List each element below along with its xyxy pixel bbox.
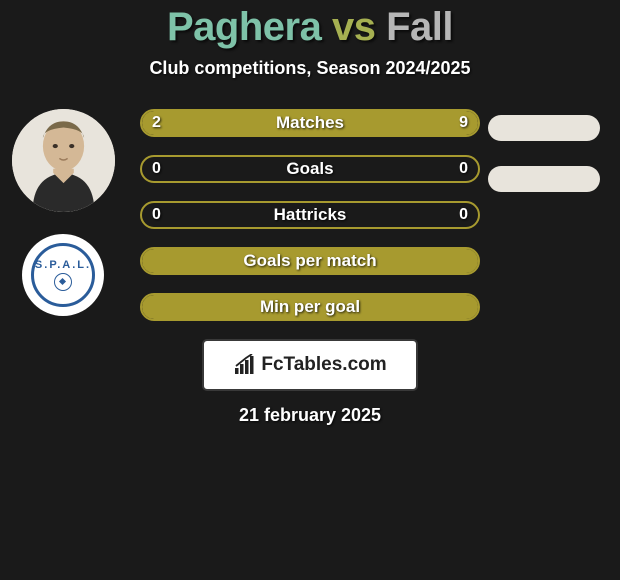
- stat-track: [140, 247, 480, 275]
- avatar-placeholder-icon: [12, 109, 115, 212]
- player1-club-logo: S.P.A.L.: [22, 234, 104, 316]
- player2-club-placeholder: [488, 166, 600, 192]
- page-title: Paghera vs Fall: [0, 5, 620, 50]
- stat-row: Goals per match: [140, 247, 480, 275]
- comparison-panel: S.P.A.L. Matches29 Goals00 Hattricks00 Goal…: [0, 109, 620, 426]
- subtitle: Club competitions, Season 2024/2025: [0, 58, 620, 79]
- stat-track: [140, 109, 480, 137]
- club-name: S.P.A.L.: [35, 259, 91, 271]
- player2-avatar-placeholder: [488, 115, 600, 141]
- stat-track: [140, 155, 480, 183]
- player1-avatar: [12, 109, 115, 212]
- footer-date: 21 february 2025: [0, 405, 620, 426]
- stat-row: Goals00: [140, 155, 480, 183]
- brand-box[interactable]: FcTables.com: [202, 339, 418, 391]
- stat-track: [140, 293, 480, 321]
- stat-fill-left: [142, 249, 478, 273]
- title-player2: Fall: [386, 5, 453, 49]
- stat-row: Hattricks00: [140, 201, 480, 229]
- stat-fill-left: [142, 295, 478, 319]
- player1-column: S.P.A.L.: [8, 109, 118, 316]
- title-vs: vs: [332, 5, 376, 49]
- stat-fill-left: [142, 111, 202, 135]
- stat-fill-right: [202, 111, 478, 135]
- chart-icon: [233, 354, 257, 376]
- stat-row: Min per goal: [140, 293, 480, 321]
- stat-bars: Matches29 Goals00 Hattricks00 Goals per mat…: [140, 109, 480, 321]
- stat-track: [140, 201, 480, 229]
- brand-label: FcTables.com: [261, 354, 386, 376]
- club-badge-icon: S.P.A.L.: [31, 243, 95, 307]
- player2-column: [488, 109, 608, 217]
- root: Paghera vs Fall Club competitions, Seaso…: [0, 0, 620, 426]
- stat-row: Matches29: [140, 109, 480, 137]
- title-player1: Paghera: [167, 5, 321, 49]
- soccer-ball-icon: [54, 273, 72, 291]
